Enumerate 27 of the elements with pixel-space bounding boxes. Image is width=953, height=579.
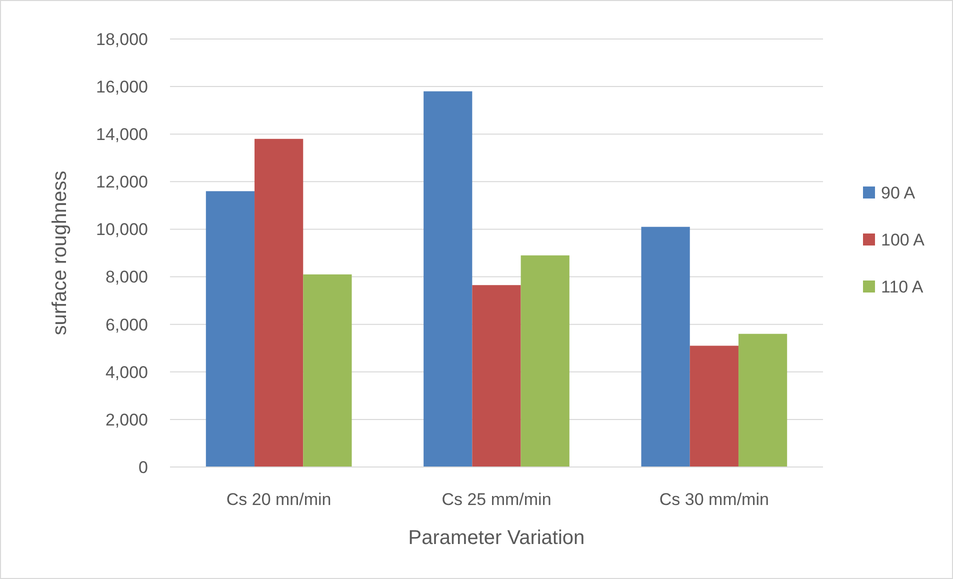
y-tick-label: 18,000 [96,30,148,49]
y-tick-label: 4,000 [105,362,148,382]
y-tick-label: 6,000 [105,315,148,334]
bar [641,226,690,467]
bar [303,274,352,467]
bar [690,346,738,467]
bar [472,285,521,467]
bar [206,191,255,467]
y-tick-label: 0 [138,458,148,477]
legend-label: 110 A [881,277,924,296]
legend-label: 100 A [881,230,926,250]
y-tick-label: 2,000 [105,410,148,430]
y-axis-title: surface roughness [49,170,71,336]
bar [254,138,304,467]
bar [738,334,788,467]
y-tick-label: 10,000 [96,220,148,240]
bar [520,255,570,467]
legend-label: 90 A [881,183,916,202]
y-tick-label: 8,000 [105,268,148,287]
bar [424,91,472,467]
x-tick-label: Cs 20 mn/min [226,490,332,509]
x-tick-label: Cs 30 mm/min [659,490,769,509]
x-tick-label: Cs 25 mm/min [442,490,552,509]
y-tick-label: 16,000 [96,78,148,97]
y-tick-label: 12,000 [96,172,148,192]
y-tick-label: 14,000 [96,125,148,144]
x-axis-title: Parameter Variation [408,527,585,549]
